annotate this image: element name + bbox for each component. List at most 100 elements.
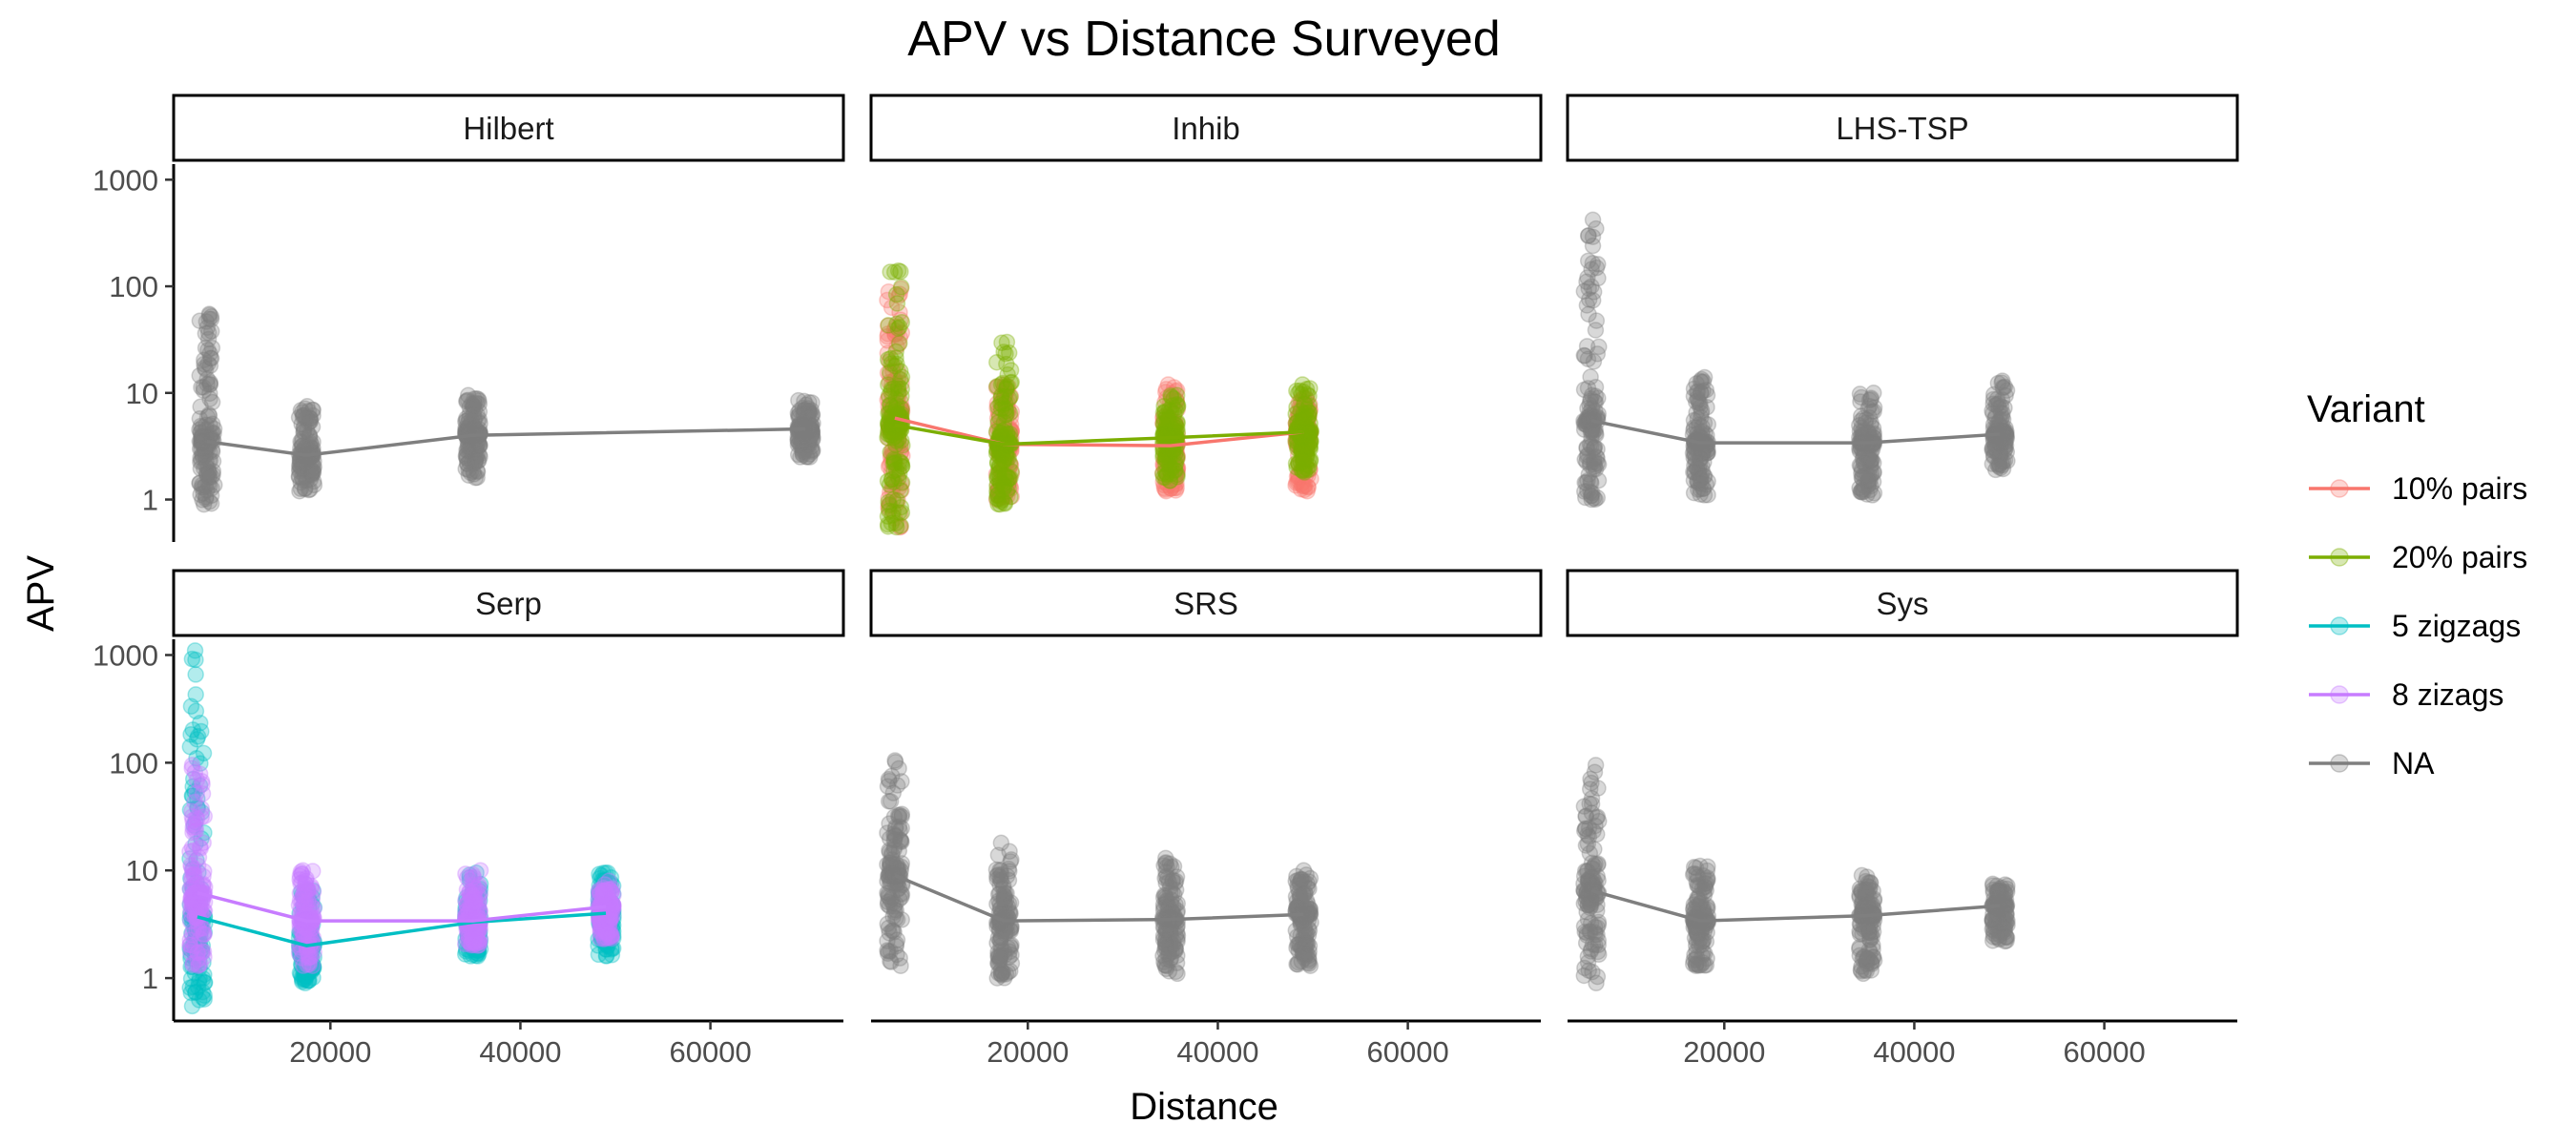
data-point [1588, 312, 1606, 329]
data-point [291, 462, 308, 480]
data-point [1299, 479, 1318, 496]
legend-title: Variant [2307, 388, 2425, 430]
data-point [201, 357, 219, 375]
data-point [196, 863, 213, 880]
data-point [1579, 350, 1597, 368]
data-point [459, 438, 476, 456]
data-point [1162, 884, 1179, 902]
data-point [470, 392, 488, 409]
data-point [305, 476, 323, 494]
data-point [891, 949, 908, 967]
series-na [191, 305, 821, 513]
data-point [882, 793, 900, 810]
x-tick-label: 60000 [2063, 1035, 2145, 1069]
data-point [293, 415, 310, 433]
data-point [301, 481, 319, 498]
x-tick-label: 40000 [479, 1035, 561, 1069]
data-point [471, 414, 488, 432]
data-point [463, 411, 481, 428]
data-point [193, 446, 211, 464]
data-point [187, 651, 204, 669]
data-point [1984, 932, 2002, 949]
data-point [466, 390, 483, 407]
series-8-zizags [181, 757, 622, 974]
data-point [196, 359, 214, 377]
data-point [199, 330, 218, 348]
data-point [1994, 894, 2011, 911]
data-point [195, 478, 213, 496]
data-point [197, 973, 214, 991]
data-point [303, 456, 322, 473]
data-point [999, 365, 1016, 384]
data-point [803, 425, 821, 442]
data-point [1165, 858, 1183, 875]
data-point [1697, 956, 1715, 974]
data-point [593, 922, 611, 940]
data-point [893, 911, 910, 928]
data-point [198, 408, 217, 426]
data-point [201, 375, 219, 393]
data-point [459, 391, 477, 409]
data-point [198, 375, 216, 393]
data-point [302, 435, 320, 453]
data-point [293, 456, 311, 473]
data-point [191, 474, 209, 491]
data-point [301, 408, 319, 427]
data-point [795, 434, 812, 452]
data-point [591, 882, 608, 899]
data-point [988, 353, 1006, 371]
data-point [196, 441, 214, 459]
data-point [186, 793, 203, 811]
data-point [1589, 471, 1608, 489]
data-point [195, 495, 213, 513]
data-point [790, 406, 808, 424]
data-point [206, 476, 223, 493]
y-tick-label: 1 [142, 962, 158, 995]
series-line-na [1590, 888, 2001, 923]
data-point [879, 472, 897, 489]
data-point [1993, 453, 2010, 470]
data-point [187, 686, 204, 703]
data-point [1693, 445, 1712, 462]
data-point [458, 448, 475, 467]
data-point [292, 473, 309, 491]
data-point [291, 456, 308, 474]
data-point [460, 386, 477, 405]
data-point [297, 409, 314, 427]
data-point [1288, 382, 1305, 400]
data-point [203, 393, 221, 411]
data-point [1301, 380, 1319, 397]
data-point [204, 466, 221, 484]
data-point [193, 379, 210, 396]
data-point [1855, 422, 1873, 440]
facet-strip-label: Serp [475, 586, 542, 621]
data-point [462, 415, 479, 433]
data-point [1002, 922, 1020, 940]
data-point [200, 305, 218, 323]
legend-item: 20% pairs [2309, 540, 2527, 574]
data-point [459, 414, 477, 432]
data-point [1590, 338, 1608, 356]
data-point [1579, 227, 1597, 244]
data-point [200, 451, 218, 469]
data-point [1587, 387, 1605, 405]
data-point [460, 441, 478, 459]
data-point [301, 428, 319, 447]
data-point [300, 414, 318, 431]
data-point [1001, 843, 1018, 861]
data-point [466, 466, 483, 483]
data-point [295, 406, 313, 425]
data-point [892, 279, 910, 296]
data-point [1997, 428, 2015, 446]
legend-item: NA [2309, 746, 2435, 781]
data-point [469, 452, 487, 469]
data-point [197, 339, 215, 357]
data-point [465, 397, 482, 414]
data-point [1298, 935, 1317, 952]
data-point [302, 465, 320, 483]
data-point [191, 421, 208, 439]
data-point [1998, 928, 2016, 947]
data-point [804, 414, 821, 432]
